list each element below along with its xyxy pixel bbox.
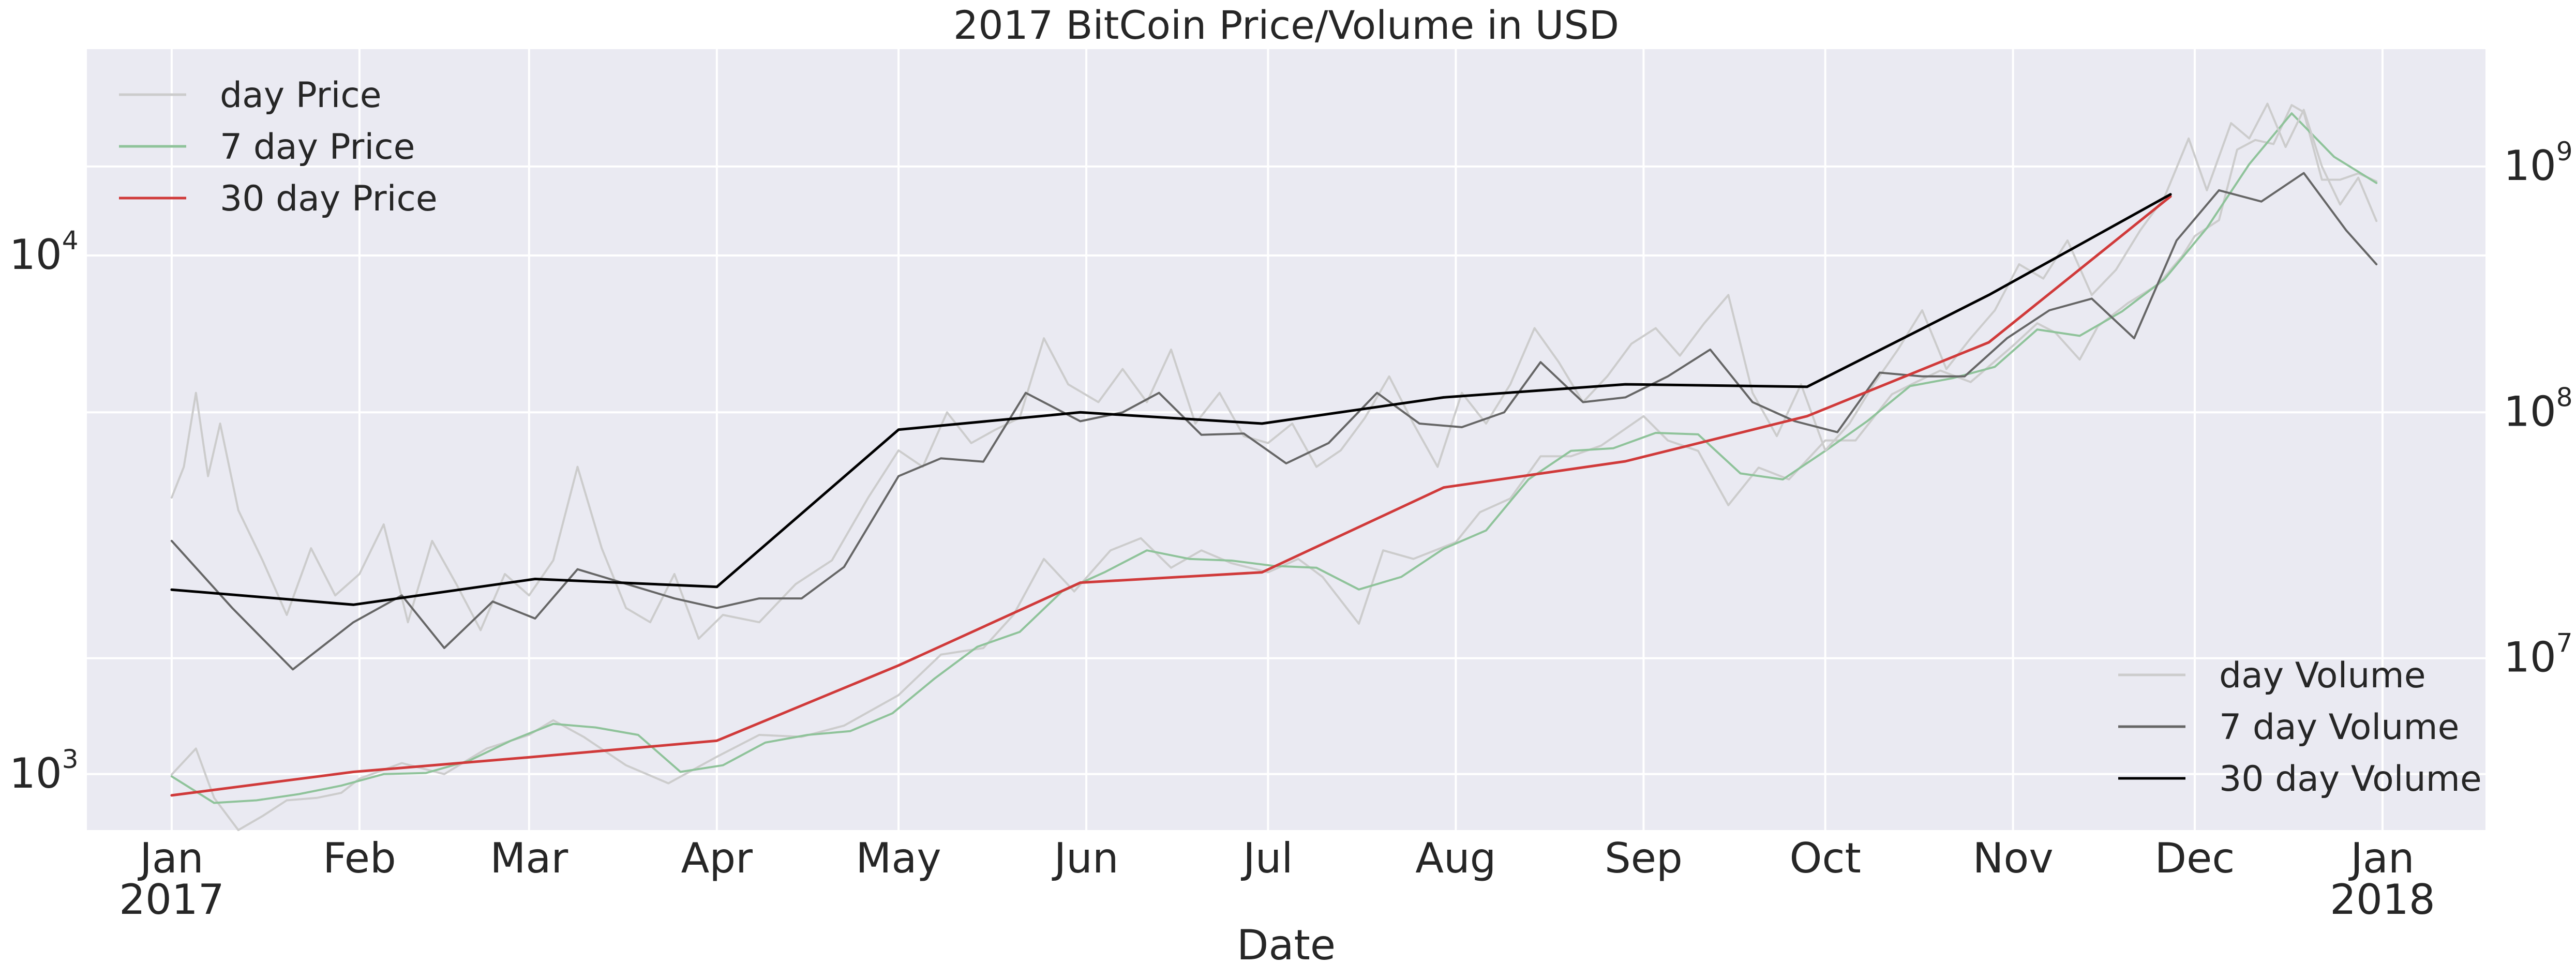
y-right-tick-label: 107 [2504,628,2573,682]
y-left-tick-label: 104 [9,225,79,279]
x-tick-label: Oct [1789,834,1861,882]
y-axis-right-ticks: 107 108 109 [2504,137,2573,682]
x-tick-year-label: 2018 [2330,876,2435,924]
x-tick-label: Jul [1240,834,1293,882]
x-tick-label: Jan [137,834,203,882]
x-tick-label: Jun [1052,834,1119,882]
legend-volume: day Volume 7 day Volume 30 day Volume [2118,655,2482,800]
x-tick-label: Dec [2155,834,2235,882]
x-tick-year-label: 2017 [119,876,224,924]
series-line-7-day-volume [170,172,2378,671]
y-right-tick-label: 108 [2504,382,2573,435]
legend-label: day Volume [2219,655,2426,696]
chart-title: 2017 BitCoin Price/Volume in USD [953,2,1619,48]
x-tick-label: Feb [323,834,396,882]
x-tick-label: Mar [490,834,568,882]
legend-label: 7 day Volume [2219,707,2459,748]
plot-area [87,49,2485,830]
x-tick-label: Sep [1605,834,1683,882]
y-right-tick-label: 109 [2504,137,2573,190]
grid [87,49,2485,830]
y-axis-left-ticks: 103 104 [9,225,79,797]
legend-price: day Price 7 day Price 30 day Price [119,75,438,219]
x-tick-label: Apr [681,834,753,882]
series-line-30-day-volume [170,193,2172,606]
series-line-30-day-price [170,195,2172,797]
series-layer [170,102,2378,831]
x-tick-label: Aug [1415,834,1496,882]
legend-label: 30 day Volume [2219,759,2482,800]
legend-label: 30 day Price [220,178,438,219]
legend-label: day Price [220,75,382,116]
y-left-tick-label: 103 [9,744,79,797]
x-tick-label: May [856,834,941,882]
legend-label: 7 day Price [220,127,415,168]
x-tick-label: Jan [2348,834,2414,882]
x-tick-label: Nov [1973,834,2054,882]
x-axis-label: Date [1237,921,1336,969]
